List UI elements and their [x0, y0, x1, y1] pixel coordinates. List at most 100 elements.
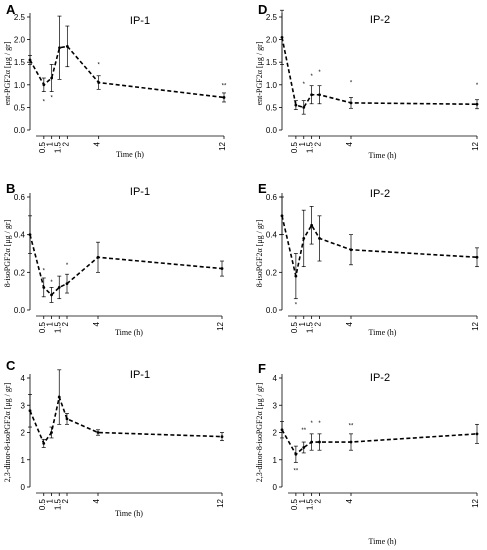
panel-title: IP-1 [130, 186, 150, 198]
panel-title: IP-1 [130, 15, 150, 27]
x-tick-label: 2 [314, 498, 323, 503]
panel-letter: A [6, 2, 16, 17]
y-tick-label: 0 [273, 483, 278, 492]
data-point [302, 237, 306, 240]
x-tick-label: 2 [314, 141, 323, 146]
y-tick-label: 1 [273, 456, 278, 465]
data-point [65, 417, 69, 421]
y-tick-label: 3 [21, 401, 26, 410]
x-tick-label: 0.5 [38, 141, 47, 153]
data-point [294, 452, 298, 456]
x-axis-label: Time (h) [115, 328, 143, 337]
y-tick-label: 0.6 [14, 193, 26, 202]
y-tick-label: 1.0 [266, 81, 278, 90]
x-tick-label: 1.5 [306, 141, 315, 153]
series-line [29, 45, 225, 99]
x-tick-label: 1.5 [306, 498, 315, 510]
x-tick-label: 4 [345, 498, 354, 503]
data-point [302, 446, 306, 449]
y-tick-label: 0.2 [266, 268, 278, 277]
y-axis-label: 2,3-dinor-8-isoPGF2α [μg / gr] [255, 382, 264, 482]
x-tick-label: 12 [471, 321, 480, 330]
panel-letter: D [258, 2, 267, 17]
data-point [28, 233, 32, 237]
panel-letter: E [258, 181, 267, 196]
y-axis-label: ent-PGF2α [μg / gr] [3, 41, 12, 105]
x-tick-label: 1 [298, 321, 307, 326]
y-tick-label: 0.5 [266, 103, 278, 112]
x-tick-label: 1.5 [53, 498, 62, 510]
data-point [220, 435, 224, 438]
panel-title: IP-2 [370, 188, 390, 200]
y-tick-label: 0.4 [14, 231, 26, 240]
data-point [318, 440, 321, 444]
y-tick-label: 0.0 [266, 306, 278, 315]
data-point [310, 440, 314, 444]
data-point [310, 223, 314, 227]
x-tick-label: 4 [345, 141, 354, 146]
x-axis-label: Time (h) [369, 328, 397, 337]
x-tick-label: 0.5 [38, 321, 47, 333]
x-tick-label: 12 [471, 498, 480, 507]
x-tick-label: 1.5 [306, 321, 315, 333]
significance-marker: * [66, 263, 69, 269]
y-tick-label: 3 [273, 401, 278, 410]
y-tick-label: 2.0 [266, 36, 278, 45]
x-axis-label: Time (h) [369, 151, 397, 160]
data-point [96, 255, 100, 259]
x-tick-label: 4 [92, 321, 101, 326]
chart-panel-b: B IP-1 0.0 0.2 0.4 0.6 0.511.52 4 12 Time (h) 8-is… [3, 181, 225, 337]
data-point [280, 214, 284, 218]
x-tick-label: 4 [345, 321, 354, 326]
data-point [302, 106, 306, 109]
significance-marker: ** [222, 84, 227, 90]
y-tick-label: 4 [273, 374, 278, 383]
x-tick-label: 1 [298, 498, 307, 503]
significance-marker: * [97, 62, 100, 68]
panel-title: IP-2 [370, 14, 390, 26]
significance-marker: * [318, 421, 321, 427]
x-tick-label: 12 [216, 321, 225, 330]
significance-marker: * [350, 81, 353, 87]
data-point [310, 93, 314, 97]
data-point [50, 293, 53, 297]
x-tick-label: 0.5 [290, 321, 299, 333]
y-tick-label: 2.0 [14, 36, 26, 45]
data-point [50, 76, 54, 80]
x-tick-label: 12 [218, 141, 227, 150]
x-tick-label: 2 [61, 321, 70, 326]
x-tick-label: 4 [92, 498, 101, 503]
data-point [50, 431, 53, 434]
y-tick-label: 0.5 [14, 103, 26, 112]
data-point [96, 431, 100, 434]
y-tick-label: 1.5 [14, 58, 26, 67]
y-tick-label: 0.2 [14, 268, 26, 277]
significance-marker: * [476, 83, 479, 89]
x-tick-label: 1 [46, 321, 55, 326]
y-tick-label: 4 [21, 374, 26, 383]
data-point [42, 442, 46, 445]
data-point [42, 286, 46, 289]
x-tick-label: 4 [93, 141, 102, 146]
y-axis-label: 8-isoPGF2α [μg / gr] [3, 219, 12, 287]
significance-marker: * [310, 74, 313, 80]
data-point [220, 267, 224, 270]
data-point [28, 58, 32, 62]
y-tick-label: 2 [273, 429, 278, 438]
y-tick-label: 1 [21, 456, 26, 465]
y-tick-label: 1.0 [14, 81, 26, 90]
data-point [57, 395, 61, 399]
y-axis-label: 2,3-dinor-8-isoPGF2α [μg / gr] [3, 382, 12, 482]
panel-letter: B [6, 181, 15, 196]
data-point [42, 83, 46, 87]
significance-marker: * [50, 95, 53, 101]
series-line [281, 37, 478, 109]
panel-title: IP-2 [370, 372, 390, 384]
y-tick-label: 2 [21, 429, 26, 438]
data-point [294, 274, 298, 278]
panel-title: IP-1 [130, 369, 150, 381]
data-point [349, 101, 353, 105]
